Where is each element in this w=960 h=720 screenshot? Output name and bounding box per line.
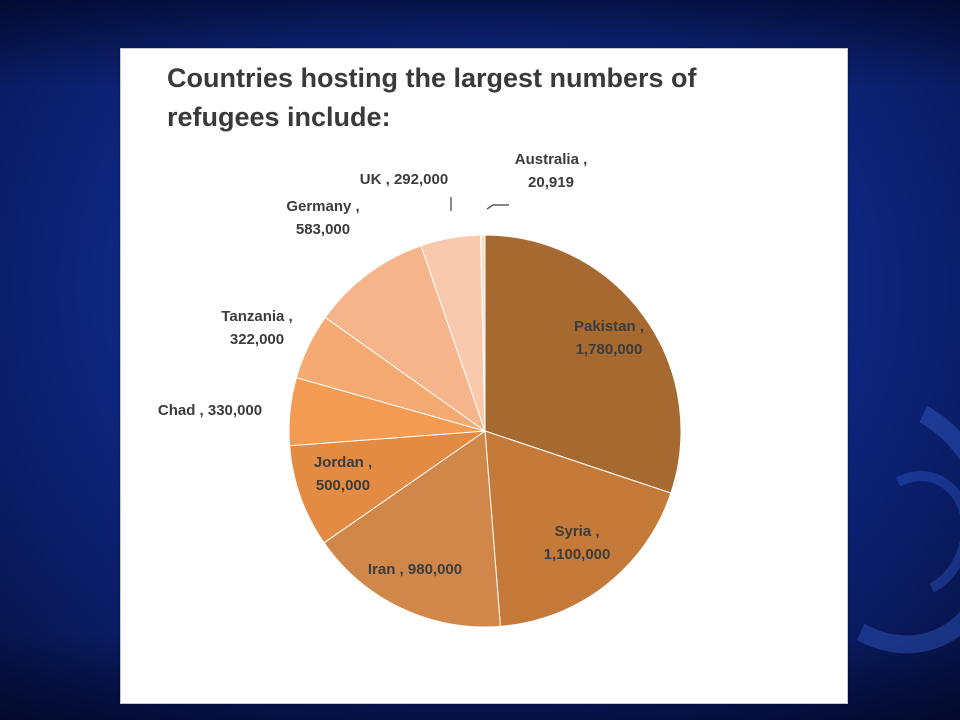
data-label-pakistan: Pakistan , 1,780,000 <box>574 318 644 358</box>
data-label-iran: Iran , 980,000 <box>368 561 462 578</box>
data-label-uk: UK , 292,000 <box>360 171 448 188</box>
data-label-jordan: Jordan , 500,000 <box>314 454 372 494</box>
data-label-australia: Australia , 20,919 <box>515 151 588 191</box>
leader-line-australia <box>486 204 509 210</box>
data-label-tanzania: Tanzania , 322,000 <box>221 308 292 348</box>
data-label-chad: Chad , 330,000 <box>158 402 262 419</box>
pie-slice-jordan <box>289 430 487 544</box>
data-label-syria: Syria , 1,100,000 <box>544 523 611 563</box>
data-label-germany: Germany , 583,000 <box>286 198 359 238</box>
pie-slice-pakistan <box>484 234 682 494</box>
chart-panel: Countries hosting the largest numbers of… <box>120 48 848 704</box>
pie-slice-syria <box>484 430 672 627</box>
pie-chart: Pakistan , 1,780,000 Syria , 1,100,000 Iran … <box>158 151 682 628</box>
pie-slice-iran <box>323 430 501 628</box>
pie-slice-germany <box>324 245 486 433</box>
chart-title: Countries hosting the largest numbers of… <box>167 63 697 132</box>
pie-slice-australia <box>480 234 486 432</box>
